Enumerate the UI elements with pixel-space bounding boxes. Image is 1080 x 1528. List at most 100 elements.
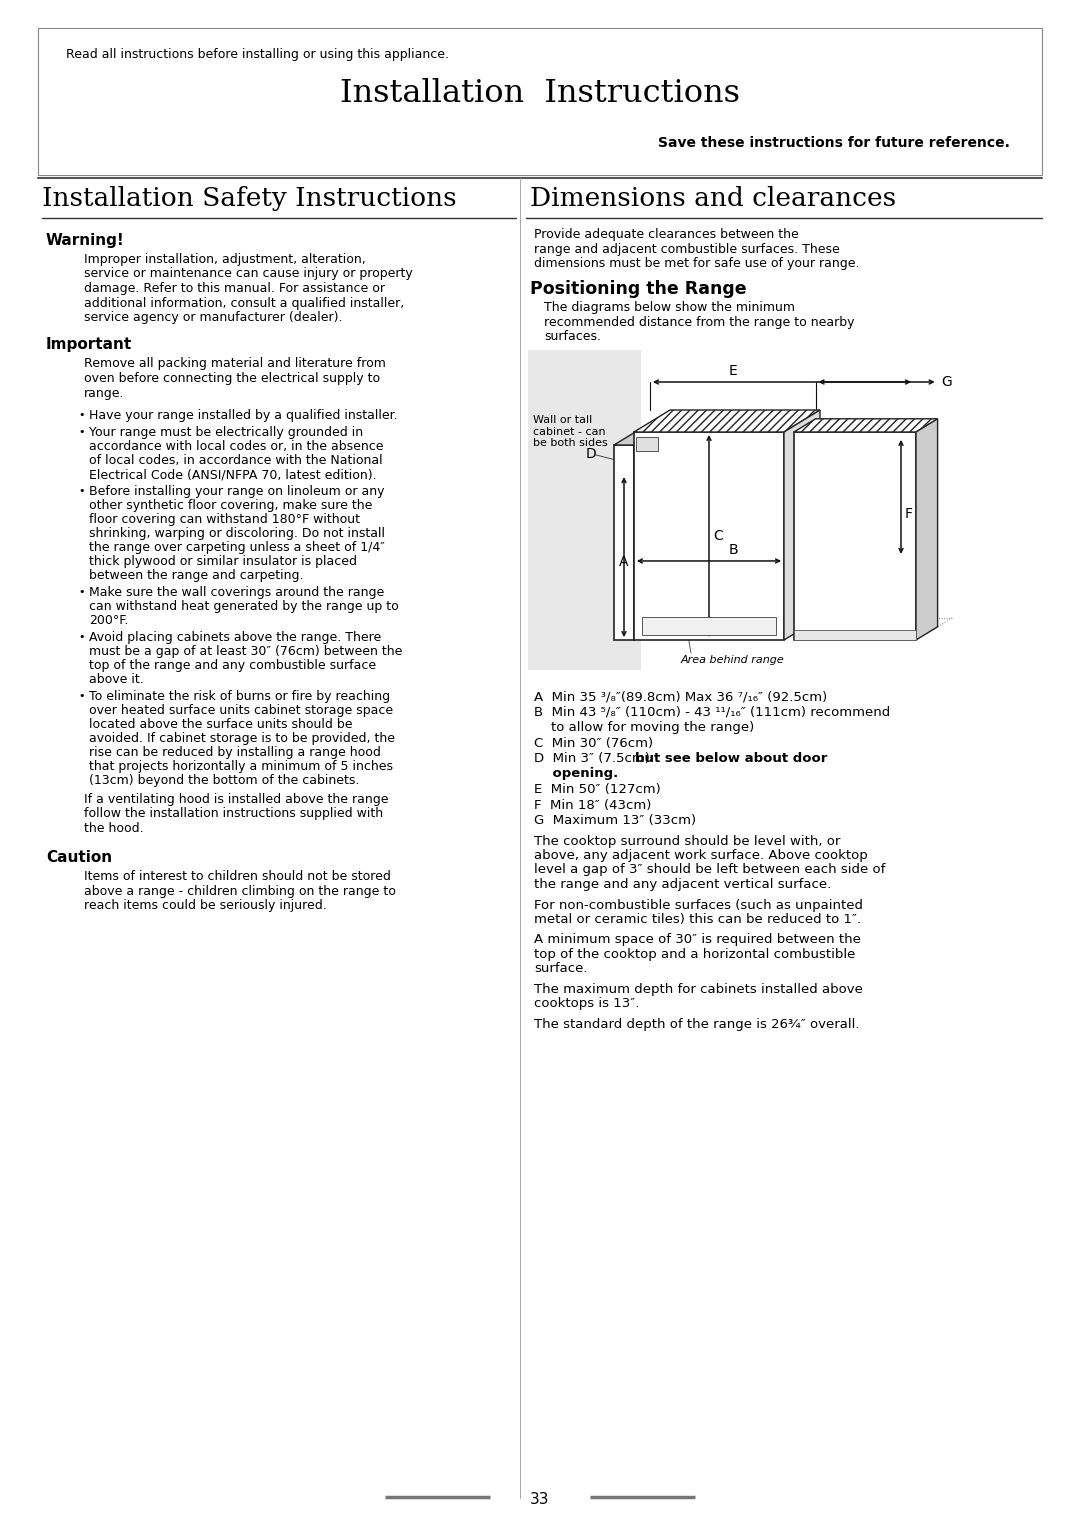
Text: •: • <box>78 633 84 642</box>
Text: Dimensions and clearances: Dimensions and clearances <box>530 186 896 211</box>
Text: Installation Safety Instructions: Installation Safety Instructions <box>42 186 457 211</box>
Text: Positioning the Range: Positioning the Range <box>530 280 746 298</box>
Polygon shape <box>916 419 937 640</box>
Text: Items of interest to children should not be stored: Items of interest to children should not… <box>84 871 391 883</box>
Text: A minimum space of 30″ is required between the: A minimum space of 30″ is required betwe… <box>534 934 861 946</box>
Text: 33: 33 <box>530 1491 550 1507</box>
Polygon shape <box>615 445 634 640</box>
Polygon shape <box>784 410 820 640</box>
Text: •: • <box>78 691 84 701</box>
Text: floor covering can withstand 180°F without: floor covering can withstand 180°F witho… <box>89 513 360 526</box>
Text: Make sure the wall coverings around the range: Make sure the wall coverings around the … <box>89 587 384 599</box>
Text: range.: range. <box>84 387 124 399</box>
Text: surfaces.: surfaces. <box>544 330 600 344</box>
Text: rise can be reduced by installing a range hood: rise can be reduced by installing a rang… <box>89 746 381 759</box>
Text: Have your range installed by a qualified installer.: Have your range installed by a qualified… <box>89 410 397 422</box>
Text: that projects horizontally a minimum of 5 inches: that projects horizontally a minimum of … <box>89 759 393 773</box>
Text: G  Maximum 13″ (33cm): G Maximum 13″ (33cm) <box>534 814 697 827</box>
Text: Important: Important <box>46 338 132 353</box>
Text: avoided. If cabinet storage is to be provided, the: avoided. If cabinet storage is to be pro… <box>89 732 395 746</box>
Text: •: • <box>78 426 84 437</box>
Text: Your range must be electrically grounded in: Your range must be electrically grounded… <box>89 426 363 439</box>
Text: D  Min 3″ (7.5cm): D Min 3″ (7.5cm) <box>534 752 654 766</box>
Text: Installation  Instructions: Installation Instructions <box>340 78 740 108</box>
Text: F  Min 18″ (43cm): F Min 18″ (43cm) <box>534 799 651 811</box>
Text: metal or ceramic tiles) this can be reduced to 1″.: metal or ceramic tiles) this can be redu… <box>534 914 861 926</box>
Text: F: F <box>905 507 913 521</box>
Text: The standard depth of the range is 26¾″ overall.: The standard depth of the range is 26¾″ … <box>534 1018 860 1031</box>
Text: Improper installation, adjustment, alteration,: Improper installation, adjustment, alter… <box>84 254 366 266</box>
Text: oven before connecting the electrical supply to: oven before connecting the electrical su… <box>84 371 380 385</box>
Polygon shape <box>636 437 658 451</box>
Text: Read all instructions before installing or using this appliance.: Read all instructions before installing … <box>66 47 449 61</box>
Text: Warning!: Warning! <box>46 232 125 248</box>
Text: For non-combustible surfaces (such as unpainted: For non-combustible surfaces (such as un… <box>534 898 863 912</box>
Text: top of the cooktop and a horizontal combustible: top of the cooktop and a horizontal comb… <box>534 947 855 961</box>
Text: between the range and carpeting.: between the range and carpeting. <box>89 568 303 582</box>
Text: of local codes, in accordance with the National: of local codes, in accordance with the N… <box>89 454 382 468</box>
Text: located above the surface units should be: located above the surface units should b… <box>89 718 352 730</box>
Text: cooktops is 13″.: cooktops is 13″. <box>534 998 639 1010</box>
Text: 200°F.: 200°F. <box>89 614 129 626</box>
Text: thick plywood or similar insulator is placed: thick plywood or similar insulator is pl… <box>89 555 357 568</box>
Text: A: A <box>619 555 629 568</box>
Polygon shape <box>794 419 937 432</box>
Text: (13cm) beyond the bottom of the cabinets.: (13cm) beyond the bottom of the cabinets… <box>89 775 360 787</box>
Text: C  Min 30″ (76cm): C Min 30″ (76cm) <box>534 736 653 750</box>
Text: can withstand heat generated by the range up to: can withstand heat generated by the rang… <box>89 601 399 613</box>
Text: A  Min 35 ³/₈″(89.8cm) Max 36 ⁷/₁₆″ (92.5cm): A Min 35 ³/₈″(89.8cm) Max 36 ⁷/₁₆″ (92.5… <box>534 691 827 703</box>
Text: To eliminate the risk of burns or fire by reaching: To eliminate the risk of burns or fire b… <box>89 691 390 703</box>
Text: the range and any adjacent vertical surface.: the range and any adjacent vertical surf… <box>534 879 832 891</box>
Text: dimensions must be met for safe use of your range.: dimensions must be met for safe use of y… <box>534 257 860 270</box>
Text: damage. Refer to this manual. For assistance or: damage. Refer to this manual. For assist… <box>84 283 384 295</box>
Text: Caution: Caution <box>46 851 112 865</box>
Text: C: C <box>713 529 723 542</box>
Text: E  Min 50″ (127cm): E Min 50″ (127cm) <box>534 782 661 796</box>
Polygon shape <box>615 423 670 445</box>
Polygon shape <box>794 432 916 640</box>
Text: G: G <box>942 374 953 390</box>
Text: opening.: opening. <box>534 767 618 781</box>
Text: to allow for moving the range): to allow for moving the range) <box>534 721 754 733</box>
Text: Wall or tall
cabinet - can
be both sides: Wall or tall cabinet - can be both sides <box>534 416 608 448</box>
Text: top of the range and any combustible surface: top of the range and any combustible sur… <box>89 659 376 672</box>
Text: service agency or manufacturer (dealer).: service agency or manufacturer (dealer). <box>84 312 342 324</box>
Text: but see below about door: but see below about door <box>635 752 827 766</box>
Text: above it.: above it. <box>89 672 144 686</box>
Text: reach items could be seriously injured.: reach items could be seriously injured. <box>84 900 327 912</box>
Text: E: E <box>728 364 738 377</box>
Text: recommended distance from the range to nearby: recommended distance from the range to n… <box>544 316 854 329</box>
Text: other synthetic floor covering, make sure the: other synthetic floor covering, make sur… <box>89 500 373 512</box>
Text: The diagrams below show the minimum: The diagrams below show the minimum <box>544 301 795 315</box>
Text: above, any adjacent work surface. Above cooktop: above, any adjacent work surface. Above … <box>534 850 867 862</box>
Text: surface.: surface. <box>534 963 588 975</box>
Text: Remove all packing material and literature from: Remove all packing material and literatu… <box>84 358 386 370</box>
Text: Before installing your range on linoleum or any: Before installing your range on linoleum… <box>89 484 384 498</box>
Text: Save these instructions for future reference.: Save these instructions for future refer… <box>658 136 1010 150</box>
Polygon shape <box>634 432 784 640</box>
Text: Area behind range: Area behind range <box>681 656 785 665</box>
Text: Avoid placing cabinets above the range. There: Avoid placing cabinets above the range. … <box>89 631 381 643</box>
Bar <box>38 28 1042 176</box>
Text: B  Min 43 ⁵/₈″ (110cm) - 43 ¹¹/₁₆″ (111cm) recommend: B Min 43 ⁵/₈″ (110cm) - 43 ¹¹/₁₆″ (111cm… <box>534 706 890 718</box>
Text: Electrical Code (ANSI/NFPA 70, latest edition).: Electrical Code (ANSI/NFPA 70, latest ed… <box>89 468 377 481</box>
Text: must be a gap of at least 30″ (76cm) between the: must be a gap of at least 30″ (76cm) bet… <box>89 645 403 659</box>
Text: D: D <box>586 448 597 461</box>
Text: level a gap of 3″ should be left between each side of: level a gap of 3″ should be left between… <box>534 863 886 877</box>
Text: •: • <box>78 410 84 420</box>
Text: •: • <box>78 486 84 497</box>
Text: •: • <box>78 587 84 597</box>
Polygon shape <box>794 630 916 640</box>
Text: follow the installation instructions supplied with: follow the installation instructions sup… <box>84 807 383 821</box>
Text: The cooktop surround should be level with, or: The cooktop surround should be level wit… <box>534 834 840 848</box>
Text: service or maintenance can cause injury or property: service or maintenance can cause injury … <box>84 267 413 281</box>
Text: shrinking, warping or discoloring. Do not install: shrinking, warping or discoloring. Do no… <box>89 527 384 539</box>
Text: The maximum depth for cabinets installed above: The maximum depth for cabinets installed… <box>534 983 863 996</box>
Polygon shape <box>634 410 820 432</box>
Text: additional information, consult a qualified installer,: additional information, consult a qualif… <box>84 296 404 310</box>
Text: above a range - children climbing on the range to: above a range - children climbing on the… <box>84 885 396 898</box>
Text: If a ventilating hood is installed above the range: If a ventilating hood is installed above… <box>84 793 389 805</box>
Text: the range over carpeting unless a sheet of 1/4″: the range over carpeting unless a sheet … <box>89 541 384 555</box>
Polygon shape <box>642 617 777 636</box>
Text: the hood.: the hood. <box>84 822 144 834</box>
